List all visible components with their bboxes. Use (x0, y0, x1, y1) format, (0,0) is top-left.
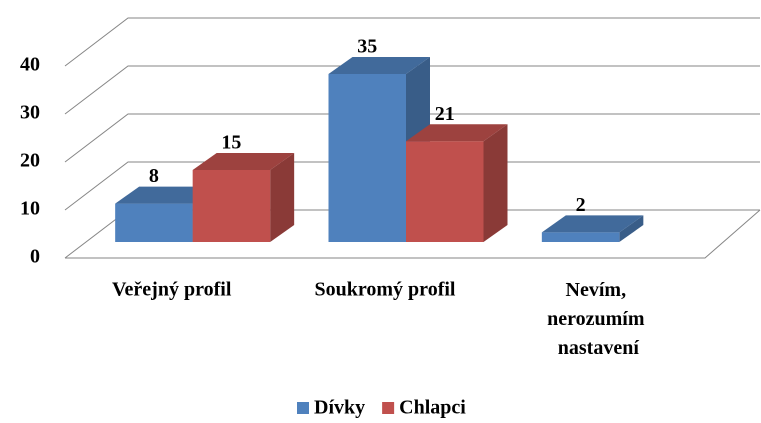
y-tick-label: 0 (30, 246, 40, 268)
grid-line (64, 161, 760, 211)
bar-top (328, 57, 430, 74)
bar (115, 203, 193, 242)
y-tick-label: 40 (20, 54, 40, 76)
x-tick-label: Nevím, nerozumím nastavení (547, 279, 649, 359)
bar-top (115, 186, 217, 204)
value-label: 21 (435, 103, 455, 125)
value-label: 15 (221, 132, 241, 154)
bar-side (270, 153, 295, 242)
legend-label: Chlapci (399, 397, 466, 419)
value-label: 2 (576, 194, 586, 216)
grid-line (64, 113, 760, 163)
x-tick-label: Soukromý profil (315, 279, 456, 301)
floor (65, 209, 761, 259)
legend-swatch (297, 402, 309, 414)
legend-label: Dívky (314, 397, 365, 419)
y-tick-label: 10 (20, 198, 40, 220)
bar-side (619, 215, 644, 242)
y-tick-label: 30 (20, 102, 40, 124)
bar (406, 141, 484, 242)
grid-line (64, 17, 760, 67)
bar-top (406, 124, 508, 142)
value-label: 35 (357, 36, 377, 58)
legend-swatch (382, 402, 395, 414)
bar (541, 232, 620, 242)
y-tick-label: 20 (20, 150, 40, 172)
value-label: 8 (149, 165, 159, 187)
grid-line (64, 65, 760, 115)
bar-top (192, 153, 295, 170)
bar (192, 170, 271, 242)
bar-top (541, 215, 644, 233)
x-tick-label: Veřejný profil (112, 279, 232, 301)
bar (328, 74, 406, 242)
bar-side (483, 124, 508, 242)
